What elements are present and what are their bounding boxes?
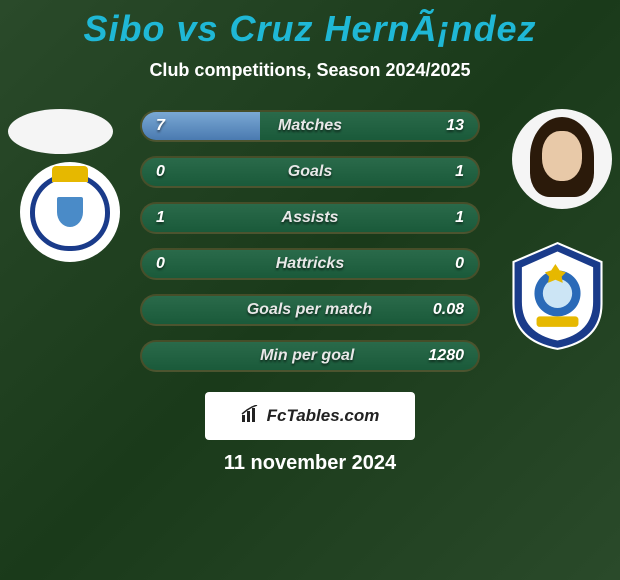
- player-left-avatar: [8, 109, 113, 154]
- stat-right-value: 1: [434, 163, 464, 181]
- stat-right-value: 0: [434, 255, 464, 273]
- stat-label: Min per goal: [186, 347, 428, 365]
- stat-left-value: 1: [156, 209, 186, 227]
- root: Sibo vs Cruz HernÃ¡ndez Club competition…: [0, 0, 620, 475]
- stat-row: 1 Assists 1: [140, 202, 480, 234]
- branding-badge: FcTables.com: [205, 392, 415, 440]
- stat-row: 7 Matches 13: [140, 110, 480, 142]
- stat-right-value: 0.08: [433, 301, 464, 319]
- stat-row: 0 Goals 1: [140, 156, 480, 188]
- chart-icon: [241, 405, 261, 428]
- player-right-avatar: [512, 109, 612, 209]
- stat-label: Hattricks: [186, 255, 434, 273]
- stat-label: Assists: [186, 209, 434, 227]
- stats-table: 7 Matches 13 0 Goals 1 1 Assists 1 0 Hat…: [140, 106, 480, 372]
- comparison-area: 7 Matches 13 0 Goals 1 1 Assists 1 0 Hat…: [0, 106, 620, 386]
- club-badge-right: [505, 241, 610, 351]
- stat-left-value: 0: [156, 163, 186, 181]
- stat-label: Goals: [186, 163, 434, 181]
- stat-right-value: 1280: [428, 347, 464, 365]
- stat-row: Goals per match 0.08: [140, 294, 480, 326]
- stat-row: Min per goal 1280: [140, 340, 480, 372]
- date-label: 11 november 2024: [0, 452, 620, 475]
- branding-text: FcTables.com: [267, 406, 380, 426]
- page-title: Sibo vs Cruz HernÃ¡ndez: [0, 8, 620, 50]
- stat-left-value: 0: [156, 255, 186, 273]
- subtitle: Club competitions, Season 2024/2025: [0, 60, 620, 81]
- stat-label: Matches: [186, 117, 434, 135]
- stat-right-value: 1: [434, 209, 464, 227]
- club-badge-left: [20, 162, 120, 262]
- stat-right-value: 13: [434, 117, 464, 135]
- stat-left-value: 7: [156, 117, 186, 135]
- stat-row: 0 Hattricks 0: [140, 248, 480, 280]
- stat-label: Goals per match: [186, 301, 433, 319]
